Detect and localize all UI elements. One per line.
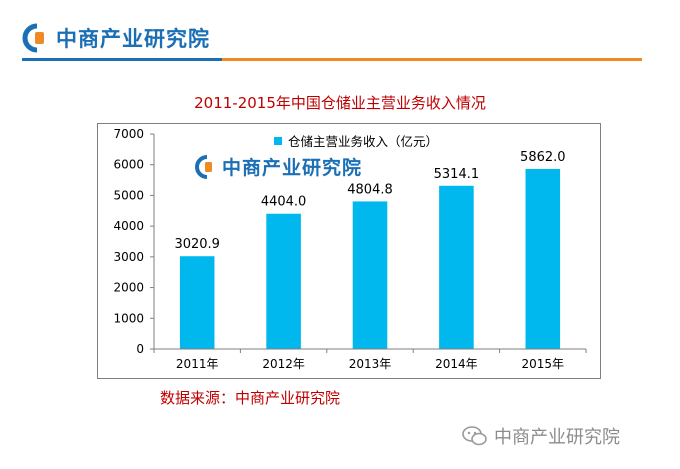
data-label: 5862.0 <box>520 150 566 165</box>
footer-watermark-text: 中商产业研究院 <box>494 427 620 448</box>
y-tick-label: 3000 <box>113 250 144 264</box>
legend-label: 仓储主营业务收入（亿元） <box>288 134 438 149</box>
y-tick-label: 2000 <box>113 281 144 295</box>
y-tick-label: 5000 <box>113 188 144 202</box>
data-label: 5314.1 <box>434 167 480 182</box>
x-tick-label: 2015年 <box>522 357 565 371</box>
x-tick-label: 2013年 <box>349 357 392 371</box>
data-source: 数据来源：中商产业研究院 <box>160 389 341 407</box>
x-tick-label: 2014年 <box>435 357 478 371</box>
chart-title: 2011-2015年中国仓储业主营业务收入情况 <box>194 94 486 112</box>
chart-watermark-logo-icon <box>195 155 212 179</box>
brand-logo-icon <box>22 23 44 53</box>
data-label: 3020.9 <box>174 237 220 252</box>
y-tick-label: 0 <box>136 342 144 356</box>
wechat-icon <box>462 426 487 446</box>
chart-watermark-text: 中商产业研究院 <box>222 156 362 179</box>
y-tick-label: 1000 <box>113 311 144 325</box>
y-tick-label: 6000 <box>113 158 144 172</box>
bar <box>525 168 561 349</box>
header-logo: 中商产业研究院 <box>22 22 210 54</box>
bar <box>352 201 388 349</box>
bar <box>179 256 215 349</box>
header-logo-text: 中商产业研究院 <box>56 27 210 51</box>
footer-watermark: 中商产业研究院 <box>462 423 620 449</box>
data-label: 4804.8 <box>347 182 393 197</box>
legend-swatch <box>274 137 282 145</box>
bar <box>266 213 301 349</box>
chart-frame: 0 1000 2000 3000 4000 5000 6000 7000 2011年 2012年… <box>97 123 601 379</box>
x-tick-label: 2011年 <box>176 357 219 371</box>
header-divider <box>22 58 642 61</box>
data-label: 4404.0 <box>261 195 307 210</box>
bar <box>439 185 474 349</box>
y-tick-label: 7000 <box>113 127 144 141</box>
bar-chart: 0 1000 2000 3000 4000 5000 6000 7000 2011年 2012年… <box>113 127 587 371</box>
x-tick-label: 2012年 <box>262 357 305 371</box>
y-tick-label: 4000 <box>113 219 144 233</box>
